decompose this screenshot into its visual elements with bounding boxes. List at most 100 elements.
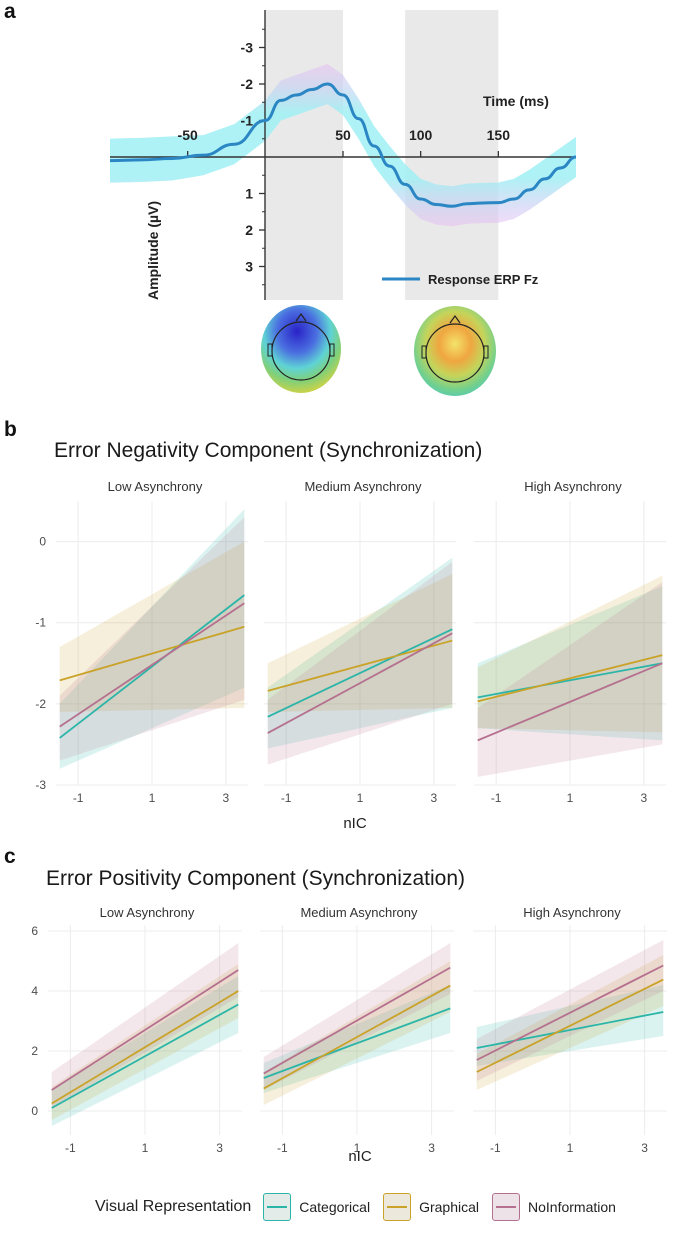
xtick-label: 3 bbox=[223, 791, 230, 805]
panel-b-plots: -1 1 3 0 -1 -2 -3 -1 1 3 -1 1 3 bbox=[35, 501, 666, 805]
erp-xtick-label: 50 bbox=[335, 127, 351, 143]
xtick-label: 3 bbox=[641, 1141, 648, 1155]
topomap-early bbox=[261, 305, 341, 393]
erp-ytick-label: 3 bbox=[245, 259, 253, 275]
ci-ribbon-graphical bbox=[263, 961, 451, 1105]
panel-b-title: Error Negativity Component (Synchronizat… bbox=[54, 439, 483, 462]
erp-ytick-label: 1 bbox=[245, 186, 253, 202]
ytick-label: 4 bbox=[31, 984, 38, 998]
legend-label-graphical: Graphical bbox=[419, 1199, 479, 1215]
series-line-graphical bbox=[263, 984, 451, 1090]
xtick-label: -1 bbox=[73, 791, 84, 805]
erp-series-line bbox=[109, 82, 577, 208]
erp-ytick-label: -1 bbox=[241, 113, 254, 129]
ci-ribbon-categorical bbox=[477, 586, 663, 741]
xtick-label: 3 bbox=[216, 1141, 223, 1155]
series-line-noinformation bbox=[267, 632, 453, 734]
ci-ribbon-noinformation bbox=[263, 943, 451, 1090]
legend-title: Visual Representation bbox=[95, 1198, 252, 1215]
erp-amplitude-label: Amplitude (µV) bbox=[145, 201, 161, 300]
xtick-label: -1 bbox=[491, 791, 502, 805]
xtick-label: 3 bbox=[431, 791, 438, 805]
series-line-graphical bbox=[476, 978, 664, 1073]
ytick-label: -1 bbox=[35, 616, 46, 630]
erp-xtick-label: 100 bbox=[409, 127, 433, 143]
ytick-label: 6 bbox=[31, 924, 38, 938]
ci-ribbon-graphical bbox=[477, 575, 663, 733]
ytick-label: 0 bbox=[39, 535, 46, 549]
erp-xtick-label: 150 bbox=[487, 127, 511, 143]
ci-ribbon-graphical bbox=[51, 964, 239, 1120]
facet-plot-medium-asynchrony: -1 1 3 bbox=[260, 925, 454, 1155]
series-line-noinformation bbox=[476, 964, 664, 1061]
panel-c-letter: c bbox=[4, 845, 16, 868]
legend-key-categorical bbox=[263, 1193, 292, 1221]
series-line-noinformation bbox=[263, 966, 451, 1075]
xtick-label: 1 bbox=[357, 791, 364, 805]
erp-time-label: Time (ms) bbox=[483, 93, 549, 109]
facet-plot-low-asynchrony: -1 1 3 0 2 4 6 bbox=[31, 924, 242, 1155]
facet-c-high: High Asynchrony bbox=[523, 905, 621, 920]
facet-c-low: Low Asynchrony bbox=[99, 905, 195, 920]
erp-ytick-label: 2 bbox=[245, 222, 253, 238]
ytick-label: 2 bbox=[31, 1044, 38, 1058]
xtick-label: -1 bbox=[277, 1141, 288, 1155]
facet-plot-low-asynchrony: -1 1 3 0 -1 -2 -3 bbox=[35, 501, 248, 805]
series-line-categorical bbox=[267, 628, 453, 718]
series-line-noinformation bbox=[477, 662, 663, 742]
legend-label-categorical: Categorical bbox=[299, 1199, 371, 1215]
ytick-label: 0 bbox=[31, 1104, 38, 1118]
erp-ytick-label: -3 bbox=[241, 40, 254, 56]
xtick-label: 1 bbox=[567, 1141, 574, 1155]
xtick-label: -1 bbox=[490, 1141, 501, 1155]
series-line-categorical bbox=[476, 1011, 664, 1049]
series-line-categorical bbox=[263, 1007, 451, 1079]
erp-plot: -3 -2 -1 1 2 3 -50 50 100 150 Time (ms) Amplitude… bbox=[109, 10, 577, 396]
series-line-noinformation bbox=[51, 969, 239, 1091]
xtick-label: -1 bbox=[281, 791, 292, 805]
legend-item-noinformation: NoInformation bbox=[492, 1193, 616, 1221]
erp-ytick-label: -2 bbox=[241, 76, 254, 92]
ci-ribbon-categorical bbox=[59, 509, 245, 769]
series-line-categorical bbox=[477, 662, 663, 699]
legend-item-categorical: Categorical bbox=[263, 1193, 370, 1221]
xtick-label: 3 bbox=[428, 1141, 435, 1155]
facet-plot-high-asynchrony: -1 1 3 bbox=[474, 501, 666, 805]
facet-plot-medium-asynchrony: -1 1 3 bbox=[264, 501, 456, 805]
erp-window-late bbox=[405, 10, 499, 300]
facet-c-medium: Medium Asynchrony bbox=[300, 905, 418, 920]
ytick-label: -3 bbox=[35, 778, 46, 792]
panel-a-letter: a bbox=[4, 0, 16, 23]
legend: Visual Representation Categorical Graphi… bbox=[95, 1191, 629, 1223]
series-line-graphical bbox=[59, 625, 245, 682]
erp-legend-label: Response ERP Fz bbox=[428, 272, 539, 287]
ci-ribbon-noinformation bbox=[476, 940, 664, 1081]
panel-b-letter: b bbox=[4, 418, 17, 441]
facet-plot-high-asynchrony: -1 1 3 bbox=[473, 925, 667, 1155]
xtick-label: 3 bbox=[641, 791, 648, 805]
panel-c-xlabel: nIC bbox=[348, 1148, 372, 1165]
ci-ribbon-categorical bbox=[267, 557, 453, 749]
series-line-noinformation bbox=[59, 602, 245, 728]
erp-xtick-label: -50 bbox=[178, 127, 198, 143]
erp-window-early bbox=[265, 10, 343, 300]
series-line-categorical bbox=[59, 594, 245, 739]
ytick-label: -2 bbox=[35, 697, 46, 711]
legend-key-graphical bbox=[383, 1193, 412, 1221]
ci-ribbon-graphical bbox=[59, 541, 245, 712]
facet-b-low: Low Asynchrony bbox=[107, 479, 203, 494]
series-line-graphical bbox=[477, 654, 663, 703]
xtick-label: -1 bbox=[65, 1141, 76, 1155]
xtick-label: 1 bbox=[149, 791, 156, 805]
xtick-label: 1 bbox=[142, 1141, 149, 1155]
panel-c-plots: -1 1 3 0 2 4 6 -1 1 3 -1 1 3 bbox=[31, 924, 667, 1155]
legend-item-graphical: Graphical bbox=[383, 1193, 479, 1221]
legend-label-noinformation: NoInformation bbox=[528, 1199, 616, 1215]
xtick-label: 1 bbox=[354, 1141, 361, 1155]
panel-c-title: Error Positivity Component (Synchronizat… bbox=[46, 867, 465, 890]
facet-b-high: High Asynchrony bbox=[524, 479, 622, 494]
series-line-categorical bbox=[51, 1003, 239, 1109]
facet-b-medium: Medium Asynchrony bbox=[304, 479, 422, 494]
series-line-graphical bbox=[51, 990, 239, 1105]
